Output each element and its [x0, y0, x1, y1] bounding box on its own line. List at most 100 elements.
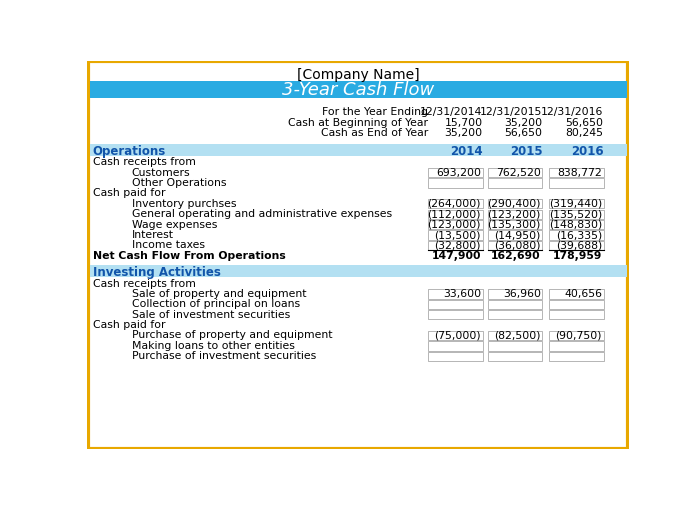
Text: 15,700: 15,700 — [445, 118, 482, 128]
Text: 12/31/2016: 12/31/2016 — [541, 107, 603, 117]
Text: 36,960: 36,960 — [503, 289, 541, 299]
Text: 35,200: 35,200 — [504, 118, 542, 128]
Text: Collection of principal on loans: Collection of principal on loans — [131, 299, 300, 309]
Bar — [488, 230, 542, 240]
Text: (82,500): (82,500) — [494, 330, 541, 340]
Bar — [549, 310, 603, 319]
Text: (36,080): (36,080) — [494, 240, 541, 250]
Text: For the Year Ending: For the Year Ending — [322, 107, 428, 117]
Bar — [488, 289, 542, 298]
Bar — [89, 266, 627, 277]
Text: Making loans to other entities: Making loans to other entities — [131, 341, 294, 351]
Text: Net Cash Flow From Operations: Net Cash Flow From Operations — [93, 251, 286, 261]
Bar — [488, 178, 542, 188]
Bar — [428, 331, 482, 340]
Text: 40,656: 40,656 — [564, 289, 602, 299]
Bar — [549, 289, 603, 298]
Text: (32,800): (32,800) — [435, 240, 481, 250]
Text: 178,959: 178,959 — [553, 251, 602, 261]
Text: 838,772: 838,772 — [557, 168, 602, 178]
Bar — [428, 299, 482, 309]
Text: [Company Name]: [Company Name] — [296, 68, 419, 82]
Text: Investing Activities: Investing Activities — [93, 266, 221, 279]
Text: (13,500): (13,500) — [435, 230, 481, 240]
Text: Purchase of property and equipment: Purchase of property and equipment — [131, 330, 332, 340]
Bar — [488, 241, 542, 250]
Text: Income taxes: Income taxes — [131, 240, 205, 250]
Bar — [549, 210, 603, 219]
Text: Purchase of investment securities: Purchase of investment securities — [131, 351, 316, 361]
Bar — [428, 199, 482, 209]
Bar — [488, 341, 542, 350]
Text: (112,000): (112,000) — [428, 209, 481, 219]
Bar — [549, 341, 603, 350]
Bar — [488, 220, 542, 229]
Bar — [428, 220, 482, 229]
Text: 56,650: 56,650 — [565, 118, 603, 128]
Text: (135,520): (135,520) — [549, 209, 602, 219]
Text: (90,750): (90,750) — [556, 330, 602, 340]
Text: 12/31/2015: 12/31/2015 — [480, 107, 542, 117]
Bar — [488, 299, 542, 309]
Bar — [428, 168, 482, 177]
Bar — [428, 241, 482, 250]
Text: 2014: 2014 — [450, 144, 482, 158]
Bar — [488, 199, 542, 209]
Text: Cash receipts from: Cash receipts from — [93, 279, 196, 288]
Bar — [549, 220, 603, 229]
Bar — [549, 331, 603, 340]
Text: (319,440): (319,440) — [549, 199, 602, 209]
Text: 33,600: 33,600 — [443, 289, 481, 299]
Bar — [428, 310, 482, 319]
Bar — [549, 241, 603, 250]
Text: (75,000): (75,000) — [435, 330, 481, 340]
Bar — [549, 168, 603, 177]
Bar — [428, 178, 482, 188]
Bar — [549, 351, 603, 361]
Text: Cash receipts from: Cash receipts from — [93, 157, 196, 167]
Bar — [549, 299, 603, 309]
Bar — [549, 199, 603, 209]
Bar — [488, 168, 542, 177]
Text: (123,200): (123,200) — [487, 209, 541, 219]
Text: 2015: 2015 — [510, 144, 542, 158]
Text: 12/31/2014: 12/31/2014 — [420, 107, 482, 117]
Text: General operating and administrative expenses: General operating and administrative exp… — [131, 209, 391, 219]
Text: 35,200: 35,200 — [445, 128, 482, 138]
Text: Operations: Operations — [93, 144, 166, 158]
Bar — [89, 144, 627, 156]
Text: 162,690: 162,690 — [491, 251, 541, 261]
Bar — [89, 81, 627, 98]
Text: Cash paid for: Cash paid for — [93, 320, 165, 330]
Text: Inventory purchses: Inventory purchses — [131, 199, 236, 209]
Text: 3-Year Cash Flow: 3-Year Cash Flow — [282, 81, 434, 99]
Text: (264,000): (264,000) — [428, 199, 481, 209]
Text: Interest: Interest — [131, 230, 173, 240]
Bar — [488, 210, 542, 219]
Bar — [488, 351, 542, 361]
Text: Customers: Customers — [131, 168, 190, 178]
Text: (39,688): (39,688) — [556, 240, 602, 250]
Bar — [488, 331, 542, 340]
Text: (148,830): (148,830) — [549, 220, 602, 230]
Bar — [428, 230, 482, 240]
Text: Cash as End of Year: Cash as End of Year — [321, 128, 428, 138]
Bar — [428, 289, 482, 298]
Text: Cash at Beginning of Year: Cash at Beginning of Year — [289, 118, 428, 128]
Text: (135,300): (135,300) — [487, 220, 541, 230]
Bar — [549, 230, 603, 240]
Text: Wage expenses: Wage expenses — [131, 220, 217, 230]
Text: (123,000): (123,000) — [428, 220, 481, 230]
Bar — [428, 351, 482, 361]
Text: 693,200: 693,200 — [436, 168, 481, 178]
Text: (14,950): (14,950) — [494, 230, 541, 240]
Bar — [549, 178, 603, 188]
Text: (290,400): (290,400) — [487, 199, 541, 209]
Text: 147,900: 147,900 — [431, 251, 481, 261]
Text: (16,335): (16,335) — [556, 230, 602, 240]
Bar — [488, 310, 542, 319]
Bar — [428, 210, 482, 219]
Text: 2016: 2016 — [571, 144, 603, 158]
Text: 80,245: 80,245 — [565, 128, 603, 138]
Bar — [428, 341, 482, 350]
